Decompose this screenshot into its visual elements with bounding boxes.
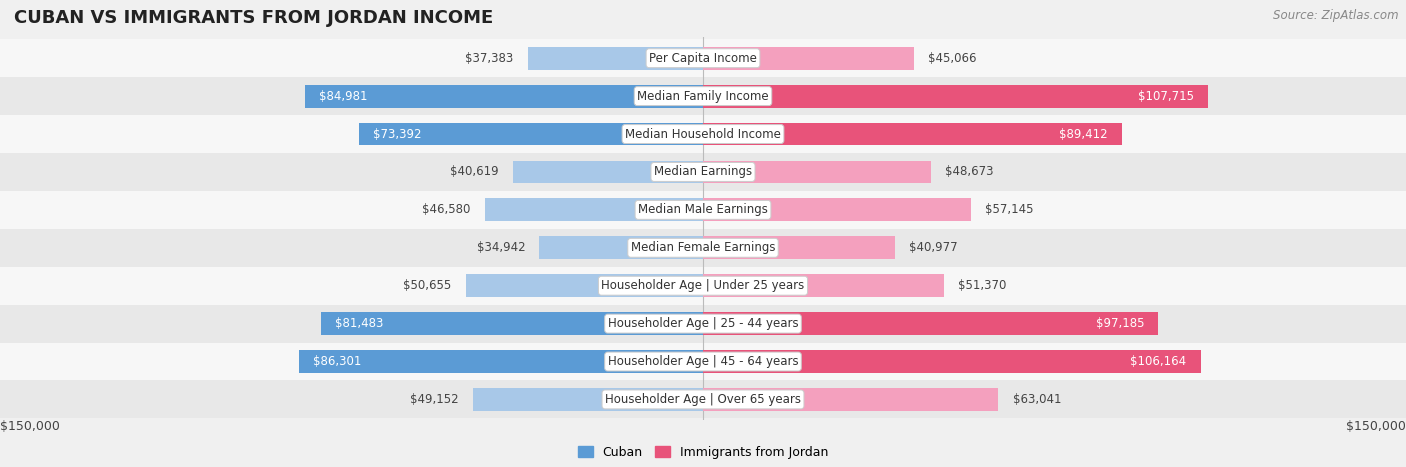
Text: $34,942: $34,942 xyxy=(477,241,526,255)
Bar xyxy=(703,198,970,221)
Text: Per Capita Income: Per Capita Income xyxy=(650,52,756,65)
Text: $84,981: $84,981 xyxy=(319,90,367,103)
Text: $89,412: $89,412 xyxy=(1059,127,1108,141)
Bar xyxy=(485,198,703,221)
Bar xyxy=(0,381,1406,418)
Bar xyxy=(359,123,703,145)
Text: $49,152: $49,152 xyxy=(411,393,458,406)
Bar xyxy=(540,236,703,259)
Text: Median Female Earnings: Median Female Earnings xyxy=(631,241,775,255)
Bar xyxy=(703,123,1122,145)
Text: Median Family Income: Median Family Income xyxy=(637,90,769,103)
Text: Householder Age | Over 65 years: Householder Age | Over 65 years xyxy=(605,393,801,406)
Text: Householder Age | 45 - 64 years: Householder Age | 45 - 64 years xyxy=(607,355,799,368)
Text: $73,392: $73,392 xyxy=(373,127,422,141)
Text: $106,164: $106,164 xyxy=(1130,355,1187,368)
Text: Median Household Income: Median Household Income xyxy=(626,127,780,141)
Bar xyxy=(305,85,703,107)
Bar xyxy=(321,312,703,335)
Bar xyxy=(0,115,1406,153)
Text: $97,185: $97,185 xyxy=(1095,317,1144,330)
Bar xyxy=(513,161,703,184)
Text: $150,000: $150,000 xyxy=(1346,420,1406,433)
Bar xyxy=(703,236,896,259)
Text: $40,977: $40,977 xyxy=(910,241,957,255)
Bar xyxy=(0,153,1406,191)
Bar xyxy=(0,304,1406,343)
Text: $50,655: $50,655 xyxy=(404,279,451,292)
Text: $63,041: $63,041 xyxy=(1012,393,1062,406)
Text: Median Male Earnings: Median Male Earnings xyxy=(638,203,768,216)
Bar xyxy=(703,388,998,411)
Text: $107,715: $107,715 xyxy=(1137,90,1194,103)
Bar xyxy=(472,388,703,411)
Text: $46,580: $46,580 xyxy=(422,203,471,216)
Text: $51,370: $51,370 xyxy=(957,279,1007,292)
Bar xyxy=(703,47,914,70)
Text: Source: ZipAtlas.com: Source: ZipAtlas.com xyxy=(1274,9,1399,22)
Text: $81,483: $81,483 xyxy=(335,317,384,330)
Text: CUBAN VS IMMIGRANTS FROM JORDAN INCOME: CUBAN VS IMMIGRANTS FROM JORDAN INCOME xyxy=(14,9,494,28)
Bar xyxy=(0,343,1406,381)
Bar xyxy=(703,274,943,297)
Text: $48,673: $48,673 xyxy=(945,165,994,178)
Bar xyxy=(0,229,1406,267)
Text: Householder Age | 25 - 44 years: Householder Age | 25 - 44 years xyxy=(607,317,799,330)
Bar xyxy=(298,350,703,373)
Text: $45,066: $45,066 xyxy=(928,52,977,65)
Bar xyxy=(703,161,931,184)
Bar xyxy=(0,77,1406,115)
Text: $150,000: $150,000 xyxy=(0,420,60,433)
Text: $57,145: $57,145 xyxy=(984,203,1033,216)
Text: $86,301: $86,301 xyxy=(312,355,361,368)
Bar xyxy=(703,312,1159,335)
Text: $40,619: $40,619 xyxy=(450,165,499,178)
Bar xyxy=(703,85,1208,107)
Text: Householder Age | Under 25 years: Householder Age | Under 25 years xyxy=(602,279,804,292)
Text: Median Earnings: Median Earnings xyxy=(654,165,752,178)
Bar xyxy=(0,267,1406,304)
Bar xyxy=(465,274,703,297)
Bar xyxy=(0,191,1406,229)
Bar xyxy=(527,47,703,70)
Text: $37,383: $37,383 xyxy=(465,52,513,65)
Bar xyxy=(0,39,1406,77)
Bar xyxy=(703,350,1201,373)
Legend: Cuban, Immigrants from Jordan: Cuban, Immigrants from Jordan xyxy=(572,441,834,464)
